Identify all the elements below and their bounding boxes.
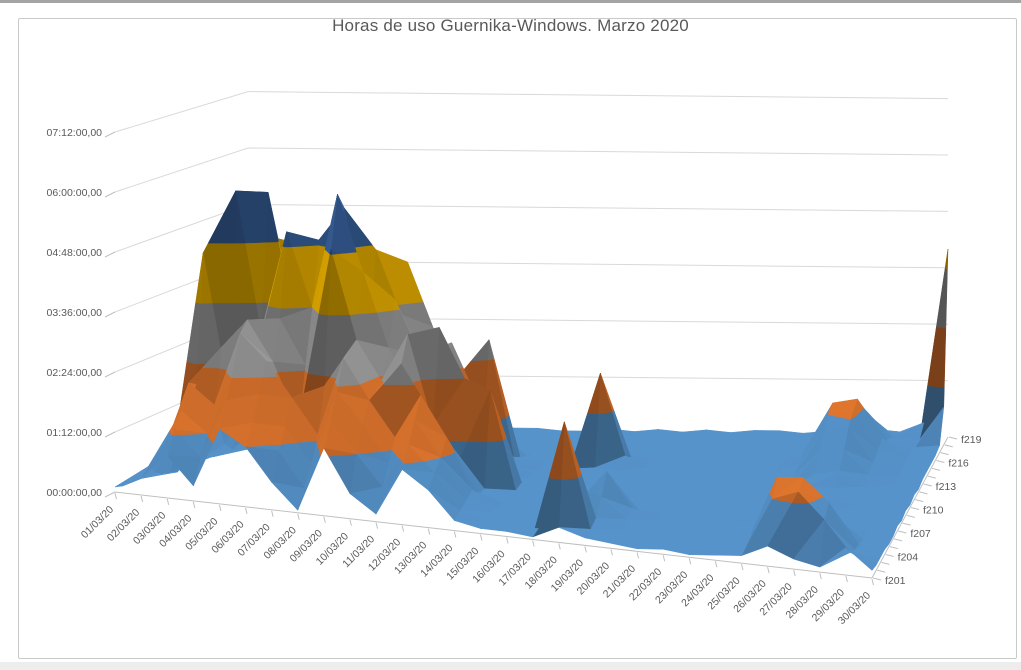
value-axis-label: 07:12:00,00 [47, 127, 103, 139]
window-bottom-edge [0, 662, 1021, 670]
series-axis-label: f201 [885, 575, 906, 587]
series-axis-label: f213 [936, 481, 957, 493]
value-axis-label: 06:00:00,00 [47, 187, 103, 199]
series-axis-label: f210 [923, 505, 944, 517]
series-axis-label: f219 [961, 434, 982, 446]
window-top-edge [0, 0, 1021, 3]
value-axis-label: 03:36:00,00 [47, 307, 103, 319]
series-axis-label: f204 [898, 552, 919, 564]
series-axis-label: f207 [910, 528, 931, 540]
value-axis-label: 00:00:00,00 [47, 487, 103, 499]
value-axis-label: 02:24:00,00 [47, 367, 103, 379]
value-axis-label: 04:48:00,00 [47, 247, 103, 259]
chart-title: Horas de uso Guernika-Windows. Marzo 202… [332, 16, 689, 35]
series-axis-label: f216 [948, 458, 969, 470]
value-axis-label: 01:12:00,00 [47, 427, 103, 439]
